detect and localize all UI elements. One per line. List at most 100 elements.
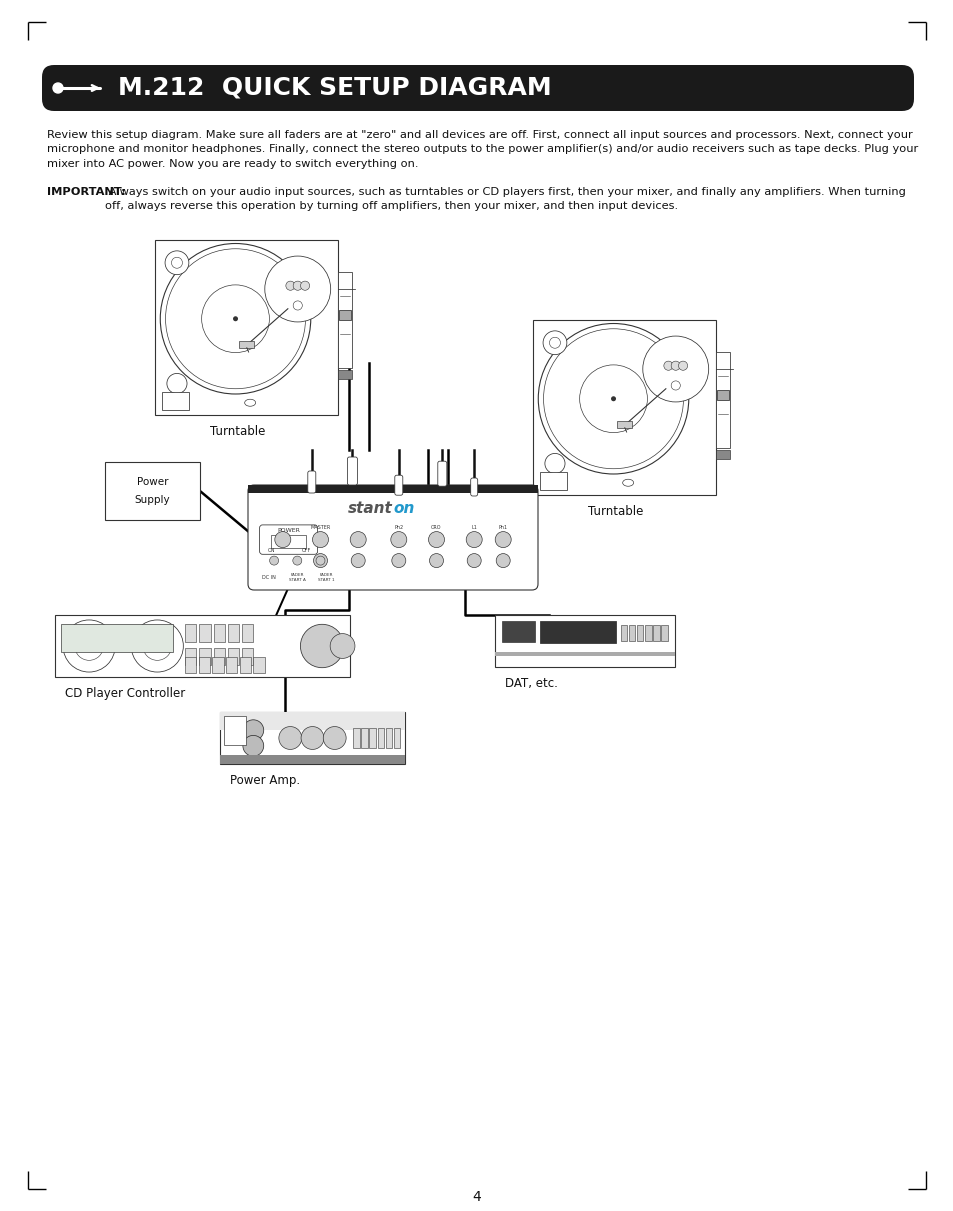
Text: OFF: OFF xyxy=(301,549,311,553)
Circle shape xyxy=(274,532,291,547)
Text: IMPORTANT:: IMPORTANT: xyxy=(47,186,126,197)
Circle shape xyxy=(544,453,564,474)
Text: Ph2: Ph2 xyxy=(394,526,403,530)
Bar xyxy=(253,658,264,672)
Bar xyxy=(55,615,350,677)
Bar xyxy=(653,625,659,641)
Text: 4: 4 xyxy=(472,1190,481,1204)
Bar xyxy=(248,484,537,493)
Bar xyxy=(223,716,246,745)
Circle shape xyxy=(313,532,328,547)
Circle shape xyxy=(391,532,406,547)
Circle shape xyxy=(132,620,183,672)
Circle shape xyxy=(301,727,324,750)
Circle shape xyxy=(330,633,355,659)
Circle shape xyxy=(495,532,511,547)
FancyBboxPatch shape xyxy=(248,484,537,590)
Circle shape xyxy=(243,735,263,756)
Bar xyxy=(644,625,651,641)
Circle shape xyxy=(160,243,311,394)
Circle shape xyxy=(143,632,172,660)
Circle shape xyxy=(671,381,679,390)
Bar xyxy=(539,472,566,489)
Bar xyxy=(213,625,225,642)
Bar xyxy=(198,658,210,672)
Circle shape xyxy=(429,553,443,568)
Circle shape xyxy=(166,248,305,389)
Text: FADER
START 1: FADER START 1 xyxy=(317,573,335,581)
Bar xyxy=(715,449,729,459)
Bar xyxy=(533,320,716,495)
Text: Power Amp.: Power Amp. xyxy=(230,774,300,787)
Bar xyxy=(199,648,211,665)
Bar xyxy=(242,648,253,665)
Circle shape xyxy=(610,396,616,401)
Circle shape xyxy=(663,361,672,371)
Bar xyxy=(213,648,225,665)
Text: Ph1: Ph1 xyxy=(498,526,507,530)
Text: stant: stant xyxy=(348,500,393,516)
Text: Always switch on your audio input sources, such as turntables or CD players firs: Always switch on your audio input source… xyxy=(105,186,905,212)
Bar xyxy=(353,728,359,748)
Circle shape xyxy=(201,285,269,352)
Bar xyxy=(185,625,196,642)
Bar xyxy=(61,625,172,653)
Bar xyxy=(539,621,615,643)
Bar xyxy=(220,712,405,764)
Text: CRO: CRO xyxy=(431,526,441,530)
Circle shape xyxy=(286,281,294,291)
Bar xyxy=(338,310,351,320)
Text: M.212  QUICK SETUP DIAGRAM: M.212 QUICK SETUP DIAGRAM xyxy=(118,76,551,101)
FancyBboxPatch shape xyxy=(259,524,317,555)
Circle shape xyxy=(265,256,331,322)
FancyBboxPatch shape xyxy=(470,478,477,497)
Circle shape xyxy=(172,257,182,269)
Circle shape xyxy=(233,316,237,321)
Bar xyxy=(501,621,534,642)
Circle shape xyxy=(542,331,566,355)
Circle shape xyxy=(392,553,405,568)
Bar xyxy=(154,240,337,415)
Circle shape xyxy=(63,620,115,672)
Bar xyxy=(220,754,405,764)
Circle shape xyxy=(678,361,687,371)
Circle shape xyxy=(537,323,688,474)
Text: Turntable: Turntable xyxy=(210,425,265,438)
Circle shape xyxy=(74,632,103,660)
Text: DAT, etc.: DAT, etc. xyxy=(504,677,558,690)
Circle shape xyxy=(315,556,325,566)
Bar xyxy=(228,625,239,642)
Circle shape xyxy=(293,556,301,566)
Circle shape xyxy=(300,625,343,667)
Bar xyxy=(361,728,368,748)
Circle shape xyxy=(314,553,327,568)
Bar xyxy=(228,648,239,665)
Text: ON: ON xyxy=(267,549,274,553)
Bar xyxy=(620,625,627,641)
Text: Supply: Supply xyxy=(134,495,171,505)
Text: L1: L1 xyxy=(471,526,476,530)
Bar xyxy=(239,340,253,348)
Bar xyxy=(162,392,189,409)
Bar xyxy=(226,658,237,672)
Text: Power: Power xyxy=(136,477,168,487)
Text: MASTER: MASTER xyxy=(310,526,331,530)
Text: on: on xyxy=(393,500,414,516)
Circle shape xyxy=(579,365,647,432)
Circle shape xyxy=(351,553,365,568)
Circle shape xyxy=(543,328,682,469)
Text: DC IN: DC IN xyxy=(262,575,276,580)
Bar xyxy=(220,712,405,730)
Bar xyxy=(185,648,196,665)
FancyBboxPatch shape xyxy=(42,65,913,111)
Bar xyxy=(394,728,400,748)
Bar xyxy=(377,728,384,748)
Text: POWER: POWER xyxy=(277,528,300,533)
Bar xyxy=(369,728,375,748)
Bar xyxy=(637,625,643,641)
Circle shape xyxy=(167,373,187,394)
Bar xyxy=(337,271,352,368)
Ellipse shape xyxy=(244,400,255,406)
FancyBboxPatch shape xyxy=(437,461,446,486)
Bar xyxy=(617,420,632,427)
